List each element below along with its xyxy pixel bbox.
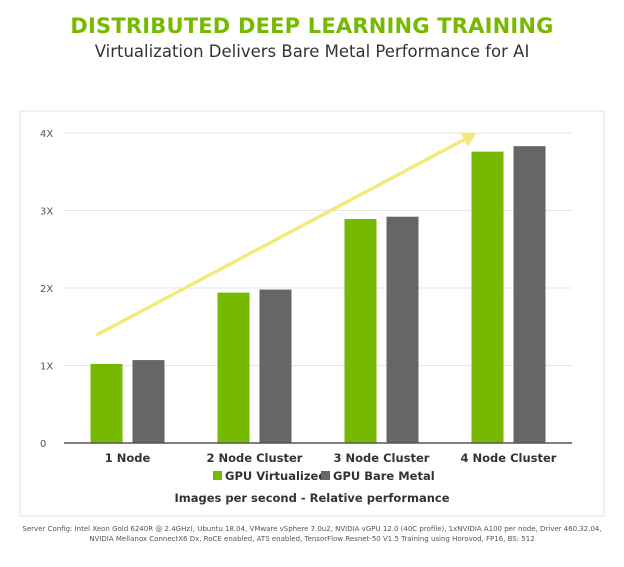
legend-label: GPU Bare Metal (333, 469, 435, 483)
legend-label: GPU Virtualized (225, 469, 327, 483)
x-tick-label: 3 Node Cluster (334, 451, 430, 465)
trend-arrow-shaft (95, 137, 466, 337)
x-axis: 1 Node 2 Node Cluster 3 Node Cluster 4 Node… (105, 451, 557, 465)
x-tick-label: 2 Node Cluster (207, 451, 303, 465)
footnote-line-1: Server Config: Intel Xeon Gold 6240R @ 2… (22, 525, 602, 533)
legend: GPU Virtualized GPU Bare Metal (213, 469, 435, 483)
y-tick-label: 0 (40, 439, 46, 450)
footnote-line-2: NVIDIA Mellanox ConnectX6 Dx, RoCE enabl… (89, 535, 535, 543)
legend-swatch (213, 471, 222, 480)
bar-bare-metal (513, 146, 546, 444)
y-axis: 0 1X 2X 3X 4X (40, 129, 53, 450)
trend-arrow-head (460, 132, 477, 147)
y-tick-label: 3X (40, 207, 53, 218)
x-tick-label: 1 Node (105, 451, 151, 465)
x-tick-label: 4 Node Cluster (461, 451, 557, 465)
bar-virtualized (471, 151, 504, 443)
x-axis-label: Images per second - Relative performance (174, 491, 449, 505)
bars (90, 146, 546, 444)
bar-bare-metal (132, 360, 165, 443)
bar-bare-metal (259, 289, 292, 443)
trend-arrow (95, 132, 477, 337)
bar-virtualized (344, 219, 377, 443)
y-tick-label: 4X (40, 129, 53, 140)
chart-frame (19, 110, 605, 517)
bar-virtualized (217, 292, 250, 443)
y-tick-label: 2X (40, 284, 53, 295)
page-subtitle: Virtualization Delivers Bare Metal Perfo… (94, 42, 530, 61)
server-config-footnote: Server Config: Intel Xeon Gold 6240R @ 2… (18, 524, 606, 544)
bar-bare-metal (386, 216, 419, 443)
bar-virtualized (90, 363, 123, 443)
y-tick-label: 1X (40, 362, 53, 373)
legend-swatch (321, 471, 330, 480)
page-title: DISTRIBUTED DEEP LEARNING TRAINING (70, 14, 554, 38)
